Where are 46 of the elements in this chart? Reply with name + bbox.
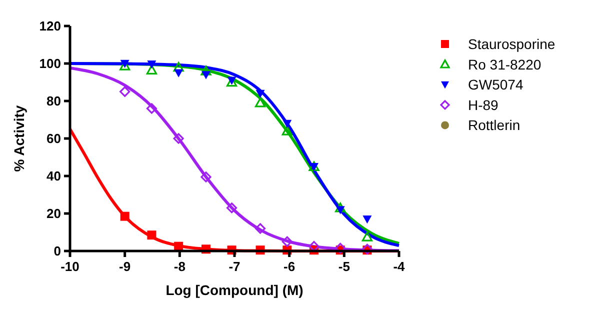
- x-tick-label: -10: [60, 259, 80, 274]
- y-tick-label: 80: [46, 94, 61, 108]
- point: [282, 126, 292, 136]
- legend-label: Staurosporine: [468, 36, 556, 52]
- point: [336, 206, 345, 214]
- x-tick-label: -8: [174, 259, 186, 274]
- point: [146, 103, 157, 114]
- x-axis-title: Log [Compound] (M): [166, 282, 304, 298]
- y-axis-title: % Activity: [11, 105, 27, 172]
- point: [254, 98, 266, 108]
- point: [120, 60, 130, 68]
- point: [256, 90, 265, 98]
- point: [200, 172, 212, 182]
- point: [362, 216, 372, 224]
- point: [147, 230, 156, 240]
- point: [120, 86, 130, 97]
- point: [173, 62, 184, 72]
- x-tick-label: -4: [393, 259, 406, 274]
- y-tick-label: 0: [54, 244, 61, 258]
- point: [200, 66, 212, 76]
- y-tick-label: 40: [46, 168, 61, 184]
- point: [173, 133, 184, 144]
- point: [120, 212, 130, 221]
- y-tick-label: 100: [39, 56, 61, 71]
- point: [335, 202, 346, 212]
- y-tick-label: 60: [46, 131, 61, 146]
- point: [226, 202, 238, 214]
- legend-label: Rottlerin: [468, 117, 520, 134]
- y-tick-label: 120: [39, 18, 61, 34]
- point: [282, 236, 292, 247]
- point: [201, 71, 210, 80]
- x-tick-label: -7: [228, 259, 240, 274]
- legend-label: Ro 31-8220: [468, 56, 542, 72]
- point: [362, 232, 372, 242]
- point: [174, 69, 184, 78]
- legend-label: H-89: [468, 96, 499, 113]
- point: [146, 64, 157, 74]
- point: [282, 120, 292, 128]
- point: [335, 242, 346, 254]
- x-tick-label: -9: [119, 259, 131, 274]
- point: [147, 60, 156, 69]
- x-tick-label: -5: [338, 259, 350, 274]
- y-tick-label: 20: [46, 206, 61, 221]
- point: [254, 223, 266, 234]
- legend-label: GW5074: [468, 76, 524, 93]
- x-tick-label: -6: [284, 259, 296, 274]
